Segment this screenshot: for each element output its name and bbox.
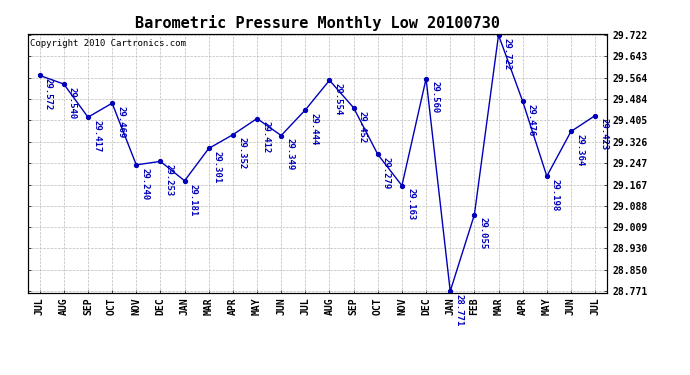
Text: Copyright 2010 Cartronics.com: Copyright 2010 Cartronics.com xyxy=(30,39,186,48)
Title: Barometric Pressure Monthly Low 20100730: Barometric Pressure Monthly Low 20100730 xyxy=(135,15,500,31)
Text: 29.476: 29.476 xyxy=(527,104,536,136)
Text: 29.554: 29.554 xyxy=(334,83,343,116)
Text: 29.540: 29.540 xyxy=(68,87,77,119)
Text: 29.469: 29.469 xyxy=(117,106,126,138)
Text: 29.722: 29.722 xyxy=(503,38,512,70)
Text: 29.572: 29.572 xyxy=(44,78,53,111)
Text: 29.198: 29.198 xyxy=(551,179,560,211)
Text: 29.349: 29.349 xyxy=(286,138,295,171)
Text: 29.412: 29.412 xyxy=(262,122,270,154)
Text: 29.417: 29.417 xyxy=(92,120,101,152)
Text: 29.352: 29.352 xyxy=(237,138,246,170)
Text: 29.423: 29.423 xyxy=(600,118,609,151)
Text: 29.364: 29.364 xyxy=(575,134,584,166)
Text: 29.560: 29.560 xyxy=(431,81,440,114)
Text: 29.253: 29.253 xyxy=(165,164,174,196)
Text: 29.163: 29.163 xyxy=(406,188,415,220)
Text: 29.452: 29.452 xyxy=(358,111,367,143)
Text: 29.301: 29.301 xyxy=(213,151,222,183)
Text: 28.771: 28.771 xyxy=(455,294,464,326)
Text: 29.181: 29.181 xyxy=(189,183,198,216)
Text: 29.240: 29.240 xyxy=(141,168,150,200)
Text: 29.055: 29.055 xyxy=(479,217,488,250)
Text: 29.279: 29.279 xyxy=(382,157,391,189)
Text: 29.444: 29.444 xyxy=(310,113,319,145)
